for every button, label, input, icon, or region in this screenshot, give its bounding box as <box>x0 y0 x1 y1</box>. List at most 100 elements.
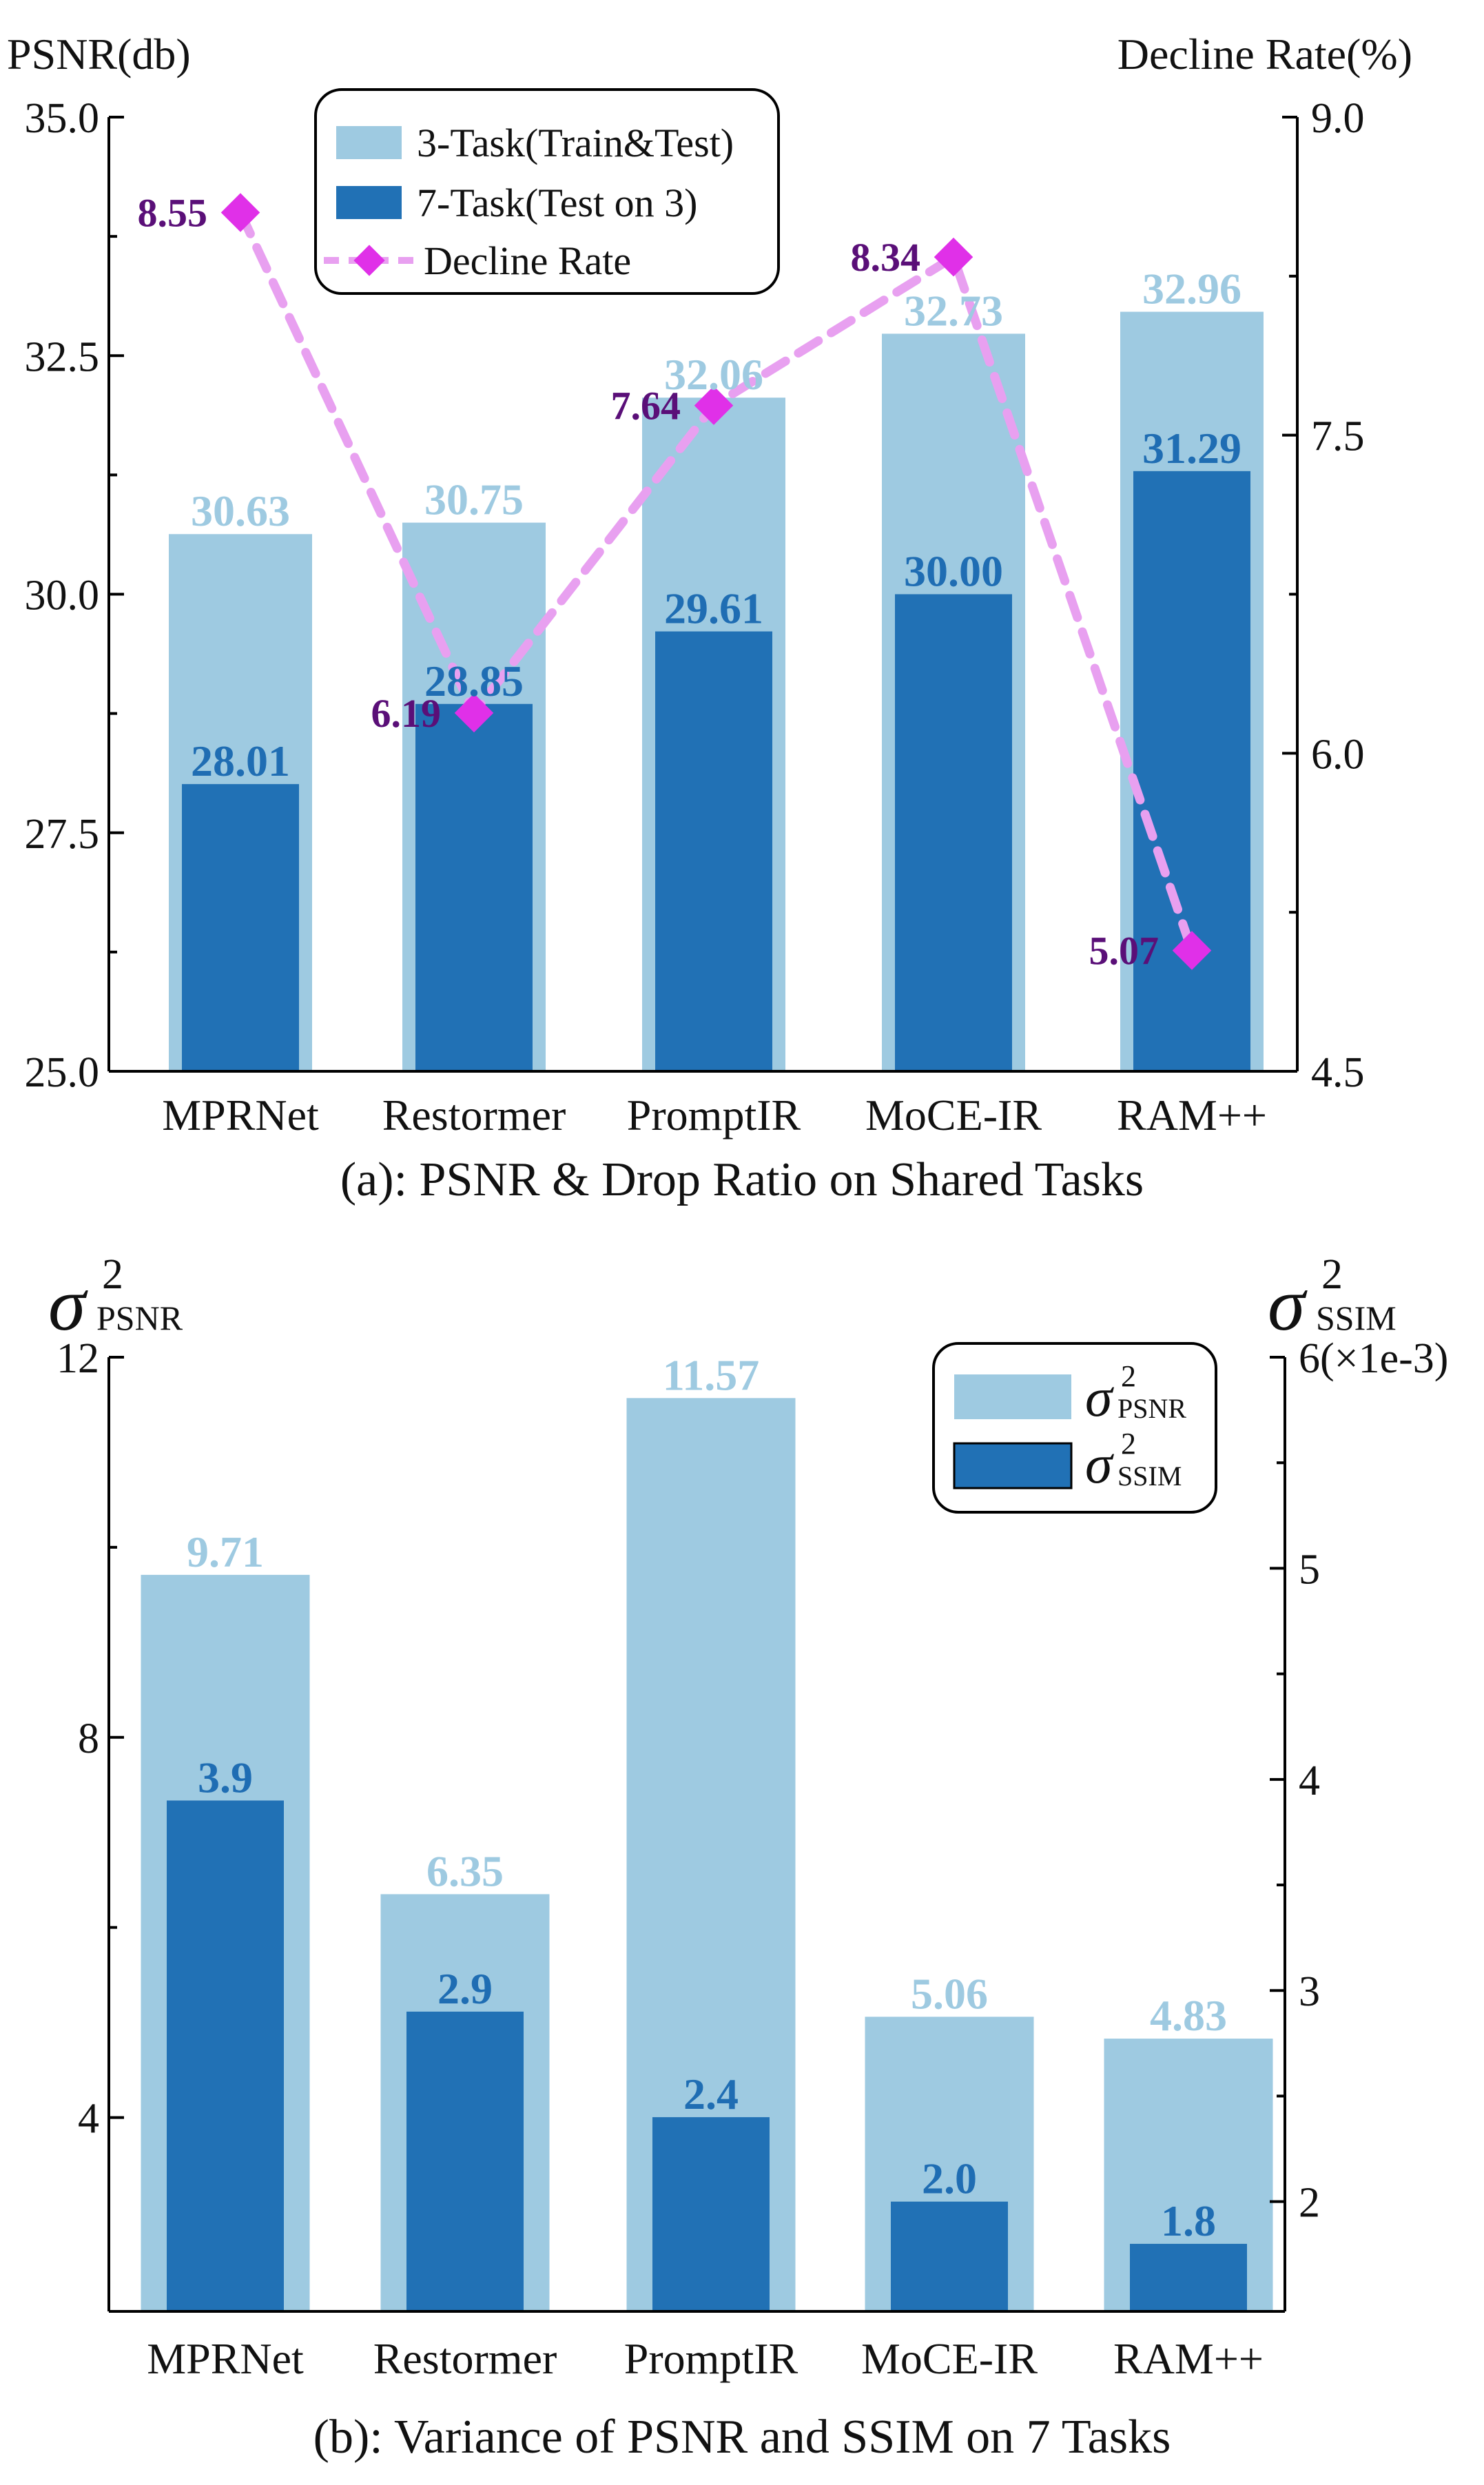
label-7task-mprnet: 28.01 <box>191 736 290 785</box>
bar-ssim-var-moce-ir <box>891 2201 1008 2311</box>
sigma-sub-left: PSNR <box>96 1299 183 1337</box>
b-left-tick-label-2: 12 <box>56 1335 99 1382</box>
label-3task-restormer: 30.75 <box>424 475 524 524</box>
b-category-restormer: Restormer <box>373 2334 557 2383</box>
label-psnr-var-mprnet: 9.71 <box>187 1527 264 1576</box>
panel-a-ticks: 25.0 27.5 30.0 32.5 35.0 4.5 6.0 7.5 9.0 <box>25 95 1365 1096</box>
bar-7task-promptir <box>655 631 772 1071</box>
b-category-ram: RAM++ <box>1113 2334 1264 2383</box>
legend-label-decline: Decline Rate <box>424 238 631 283</box>
b-category-mprnet: MPRNet <box>147 2334 304 2383</box>
right-tick-label-3: 9.0 <box>1311 95 1365 142</box>
panel-a: PSNR(db) Decline Rate(%) 30.63 28.01 30.75… <box>7 30 1412 1206</box>
b-right-tick-label-1: 3 <box>1299 1968 1320 2015</box>
legend-label-3task: 3-Task(Train&Test) <box>417 121 734 165</box>
legend-swatch-7task <box>336 186 402 219</box>
right-tick-label-0: 4.5 <box>1311 1049 1365 1096</box>
label-decline-moce-ir: 8.34 <box>851 235 921 280</box>
sigma-sup-right: 2 <box>1321 1251 1343 1298</box>
right-tick-label-1: 6.0 <box>1311 731 1365 778</box>
category-moce-ir: MoCE-IR <box>865 1091 1042 1140</box>
panel-b: σ 2 PSNR σ 2 SSIM 9.71 3.9 6.35 2.9 11.57 2.4… <box>48 1251 1448 2464</box>
label-decline-restormer: 6.19 <box>371 691 442 736</box>
legend-frame <box>314 88 780 295</box>
legend-sup-psnr: 2 <box>1121 1359 1136 1393</box>
panel-a-value-labels: 30.63 28.01 30.75 28.85 32.06 29.61 32.73 30.00… <box>138 191 1242 973</box>
b-right-tick-label-4: 6(×1e-3) <box>1299 1335 1448 1382</box>
panel-b-ticks: 4 8 12 2 3 4 5 6(×1e-3) <box>56 1335 1448 2227</box>
right-tick-label-2: 7.5 <box>1311 413 1365 460</box>
legend-sigma-psnr: σ <box>1085 1368 1114 1428</box>
label-3task-mprnet: 30.63 <box>191 486 290 535</box>
left-tick-label-1: 27.5 <box>25 811 100 858</box>
label-ssim-var-restormer: 2.9 <box>437 1964 493 2013</box>
left-tick-label-3: 32.5 <box>25 333 100 380</box>
panel-b-right-axis-title: σ 2 SSIM <box>1268 1251 1397 1346</box>
b-category-promptir: PromptIR <box>624 2334 798 2383</box>
panel-b-category-labels: MPRNet Restormer PromptIR MoCE-IR RAM++ <box>147 2334 1264 2383</box>
label-ssim-var-mprnet: 3.9 <box>198 1753 253 1802</box>
category-mprnet: MPRNet <box>162 1091 319 1140</box>
legend-sigma-ssim: σ <box>1085 1434 1114 1495</box>
legend-swatch-psnr <box>954 1374 1071 1419</box>
left-tick-label-2: 30.0 <box>25 573 100 619</box>
b-category-moce-ir: MoCE-IR <box>861 2334 1038 2383</box>
label-7task-restormer: 28.85 <box>424 657 524 705</box>
decline-marker-ram <box>1172 931 1212 970</box>
label-psnr-var-ram: 4.83 <box>1150 1991 1227 2040</box>
legend-sup-ssim: 2 <box>1121 1427 1136 1461</box>
panel-b-value-labels: 9.71 3.9 6.35 2.9 11.57 2.4 5.06 2.0 4.83 1.8 <box>187 1350 1227 2245</box>
label-decline-promptir: 7.64 <box>611 384 681 429</box>
legend-swatch-ssim <box>953 1442 1073 1489</box>
label-7task-moce-ir: 30.00 <box>904 547 1003 596</box>
sigma-symbol-left: σ <box>48 1262 88 1346</box>
sigma-symbol-right: σ <box>1268 1262 1308 1346</box>
b-left-tick-label-1: 8 <box>78 1715 99 1762</box>
panel-b-caption: (b): Variance of PSNR and SSIM on 7 Task… <box>313 2411 1171 2464</box>
bar-7task-mprnet <box>182 784 299 1071</box>
legend-sub-ssim: SSIM <box>1117 1461 1182 1492</box>
category-ram: RAM++ <box>1117 1091 1267 1140</box>
label-3task-ram: 32.96 <box>1142 265 1241 313</box>
panel-b-bars <box>141 1398 1273 2311</box>
bar-7task-ram <box>1133 471 1250 1071</box>
panel-a-category-labels: MPRNet Restormer PromptIR MoCE-IR RAM++ <box>162 1091 1267 1140</box>
label-ssim-var-moce-ir: 2.0 <box>922 2154 977 2203</box>
legend-label-7task: 7-Task(Test on 3) <box>417 181 697 225</box>
panel-a-legend: 3-Task(Train&Test) 7-Task(Test on 3) Dec… <box>314 88 780 295</box>
bar-7task-moce-ir <box>895 594 1012 1071</box>
legend-swatch-3task <box>336 126 402 159</box>
bar-7task-restormer <box>415 703 533 1071</box>
label-ssim-var-promptir: 2.4 <box>683 2070 739 2118</box>
label-decline-mprnet: 8.55 <box>138 191 208 236</box>
decline-marker-moce-ir <box>934 237 973 277</box>
bar-ssim-var-promptir <box>652 2117 770 2311</box>
b-right-tick-label-3: 5 <box>1299 1546 1320 1593</box>
left-tick-label-4: 35.0 <box>25 95 100 142</box>
decline-marker-promptir <box>694 386 734 425</box>
bar-ssim-var-restormer <box>406 2011 524 2311</box>
decline-marker-restormer <box>454 693 494 733</box>
label-decline-ram: 5.07 <box>1089 929 1160 973</box>
left-tick-label-0: 25.0 <box>25 1049 100 1096</box>
bar-ssim-var-mprnet <box>167 1800 284 2311</box>
b-right-tick-label-0: 2 <box>1299 2180 1320 2227</box>
label-3task-promptir: 32.06 <box>664 350 763 399</box>
panel-a-caption: (a): PSNR & Drop Ratio on Shared Tasks <box>340 1153 1144 1206</box>
b-right-tick-label-2: 4 <box>1299 1757 1320 1804</box>
label-psnr-var-promptir: 11.57 <box>663 1350 759 1399</box>
label-7task-promptir: 29.61 <box>664 584 763 633</box>
sigma-sub-right: SSIM <box>1316 1299 1397 1337</box>
label-psnr-var-moce-ir: 5.06 <box>911 1969 988 2018</box>
label-3task-moce-ir: 32.73 <box>904 286 1003 335</box>
panel-a-left-axis-title: PSNR(db) <box>7 30 191 79</box>
sigma-sup-left: 2 <box>102 1251 123 1298</box>
panel-a-bars <box>169 311 1264 1071</box>
legend-sub-psnr: PSNR <box>1117 1393 1186 1424</box>
panel-b-left-axis-title: σ 2 PSNR <box>48 1251 183 1346</box>
label-psnr-var-restormer: 6.35 <box>426 1846 504 1895</box>
bar-ssim-var-ram <box>1130 2243 1247 2311</box>
panel-a-right-axis-title: Decline Rate(%) <box>1117 30 1412 79</box>
category-restormer: Restormer <box>382 1091 566 1140</box>
